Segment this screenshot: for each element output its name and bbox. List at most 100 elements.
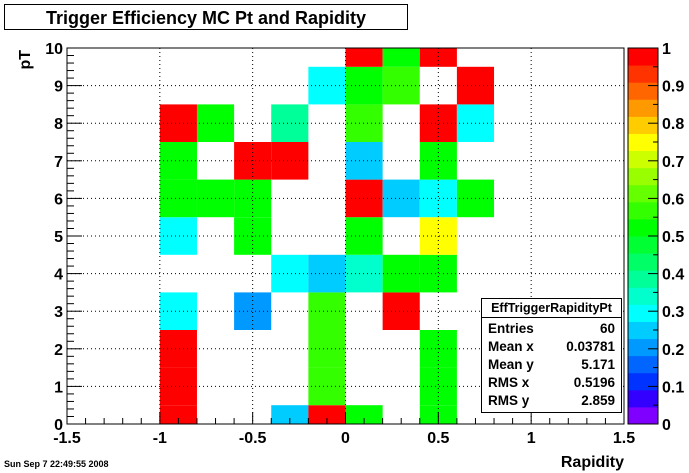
- palette-swatch: [628, 355, 658, 374]
- heatmap-cell: [271, 104, 309, 142]
- heatmap-cell: [382, 66, 420, 105]
- heatmap-cell: [382, 48, 420, 67]
- stats-label: Mean x: [488, 339, 534, 354]
- x-tick-label: 1.5: [613, 430, 635, 447]
- title-box: Trigger Efficiency MC Pt and Rapidity: [4, 4, 408, 30]
- stats-value: 5.171: [581, 357, 615, 372]
- y-axis-title: pT: [17, 50, 34, 70]
- heatmap-cell: [159, 405, 197, 424]
- stats-value: 2.859: [581, 393, 615, 408]
- heatmap-cell: [308, 405, 346, 424]
- z-tick-label: 0.9: [662, 79, 684, 96]
- chart-title: Trigger Efficiency MC Pt and Rapidity: [45, 8, 367, 28]
- heatmap-cell: [419, 367, 457, 406]
- stats-histogram-name: EffTriggerRapidityPt: [491, 301, 612, 315]
- x-tick-label: -0.5: [239, 430, 267, 447]
- palette-swatch: [628, 406, 658, 425]
- palette-swatch: [628, 167, 658, 186]
- heatmap-cell: [382, 179, 420, 218]
- stats-value: 60: [599, 321, 615, 336]
- y-tick-label: 7: [54, 154, 63, 171]
- y-tick-label: 5: [54, 229, 63, 246]
- heatmap-cell: [345, 405, 383, 424]
- y-tick-label: 3: [54, 304, 63, 321]
- heatmap-cell: [159, 104, 197, 142]
- palette-swatch: [628, 82, 658, 100]
- stats-row-entries: Entries 60: [488, 321, 615, 339]
- y-tick-label: 8: [54, 116, 63, 133]
- heatmap-cell: [419, 179, 457, 218]
- heatmap-cell: [382, 292, 420, 330]
- z-tick-label: 0.5: [662, 229, 684, 246]
- palette-swatch: [628, 304, 658, 322]
- heatmap-cell: [159, 142, 197, 180]
- stats-row-rms-y: RMS y 2.859: [488, 393, 615, 411]
- z-tick-label: 1: [662, 41, 671, 58]
- z-tick-label: 0.2: [662, 342, 684, 359]
- z-tick-label: 0.4: [662, 267, 684, 284]
- x-tick-label: 0: [341, 430, 350, 447]
- stats-value: 0.03781: [566, 339, 615, 354]
- heatmap-cell: [234, 179, 272, 218]
- y-tick-labels: 0 1 2 3 4 5 6 7 8 9 10: [45, 41, 63, 434]
- heatmap-cell: [159, 367, 197, 406]
- y-tick-label: 6: [54, 191, 63, 208]
- heatmap-cell: [159, 179, 197, 218]
- x-tick-labels: -1.5 -1 -0.5 0 0.5 1 1.5: [53, 430, 635, 447]
- x-tick-label: 1: [527, 430, 536, 447]
- x-tick-label: 0.5: [427, 430, 449, 447]
- palette-swatch: [628, 372, 658, 391]
- heatmap-cell: [345, 48, 383, 67]
- y-tick-label: 9: [54, 79, 63, 96]
- z-tick-label: 0: [662, 417, 671, 434]
- stats-row-mean-y: Mean y 5.171: [488, 357, 615, 375]
- palette-swatch: [628, 116, 658, 134]
- stats-box: EffTriggerRapidityPt Entries 60 Mean x 0…: [481, 298, 622, 413]
- z-tick-label: 0.3: [662, 304, 684, 321]
- z-tick-label: 0.6: [662, 191, 684, 208]
- x-axis-title: Rapidity: [561, 454, 624, 471]
- heatmap-cell: [419, 104, 457, 142]
- axis-ticks: [66, 47, 625, 425]
- stats-value: 0.5196: [573, 375, 615, 390]
- palette-swatch: [628, 253, 658, 271]
- heatmap-cell: [419, 48, 457, 67]
- heatmap-cell: [159, 217, 197, 255]
- palette-swatch: [628, 218, 658, 237]
- stats-label: Entries: [488, 321, 534, 336]
- heatmap-cell: [159, 330, 197, 368]
- heatmap-cell: [271, 405, 309, 424]
- z-tick-label: 0.7: [662, 154, 684, 171]
- palette-swatch: [628, 65, 658, 83]
- color-palette: [627, 47, 659, 425]
- palette-swatch: [628, 99, 658, 117]
- stats-separator: [482, 317, 621, 318]
- y-tick-label: 1: [54, 379, 63, 396]
- palette-swatch: [628, 338, 658, 357]
- palette-swatch: [628, 321, 658, 340]
- palette-swatch: [628, 236, 658, 254]
- stats-row-rms-x: RMS x 0.5196: [488, 375, 615, 393]
- y-tick-label: 2: [54, 342, 63, 359]
- date-stamp: Sun Sep 7 22:49:55 2008: [4, 459, 109, 469]
- z-tick-labels: 0 0.1 0.2 0.3 0.4 0.5 0.6 0.7 0.8 0.9 1: [662, 41, 684, 434]
- heatmap-cell: [271, 254, 309, 293]
- palette-swatch: [628, 201, 658, 220]
- heatmap-cell: [382, 254, 420, 293]
- heatmap-cell: [271, 142, 309, 180]
- z-tick-label: 0.1: [662, 379, 684, 396]
- x-tick-label: -1.5: [53, 430, 81, 447]
- palette-swatch: [628, 270, 658, 288]
- stats-label: RMS y: [488, 393, 530, 408]
- palette-swatch: [628, 287, 658, 305]
- y-tick-label: 0: [54, 417, 63, 434]
- stats-row-mean-x: Mean x 0.03781: [488, 339, 615, 357]
- y-tick-label: 10: [45, 41, 63, 58]
- x-tick-label: -1: [153, 430, 167, 447]
- heatmap-cell: [234, 292, 272, 330]
- palette-swatch: [628, 133, 658, 152]
- heatmap-cell: [159, 292, 197, 330]
- stats-label: RMS x: [488, 375, 530, 390]
- y-tick-label: 4: [54, 267, 63, 284]
